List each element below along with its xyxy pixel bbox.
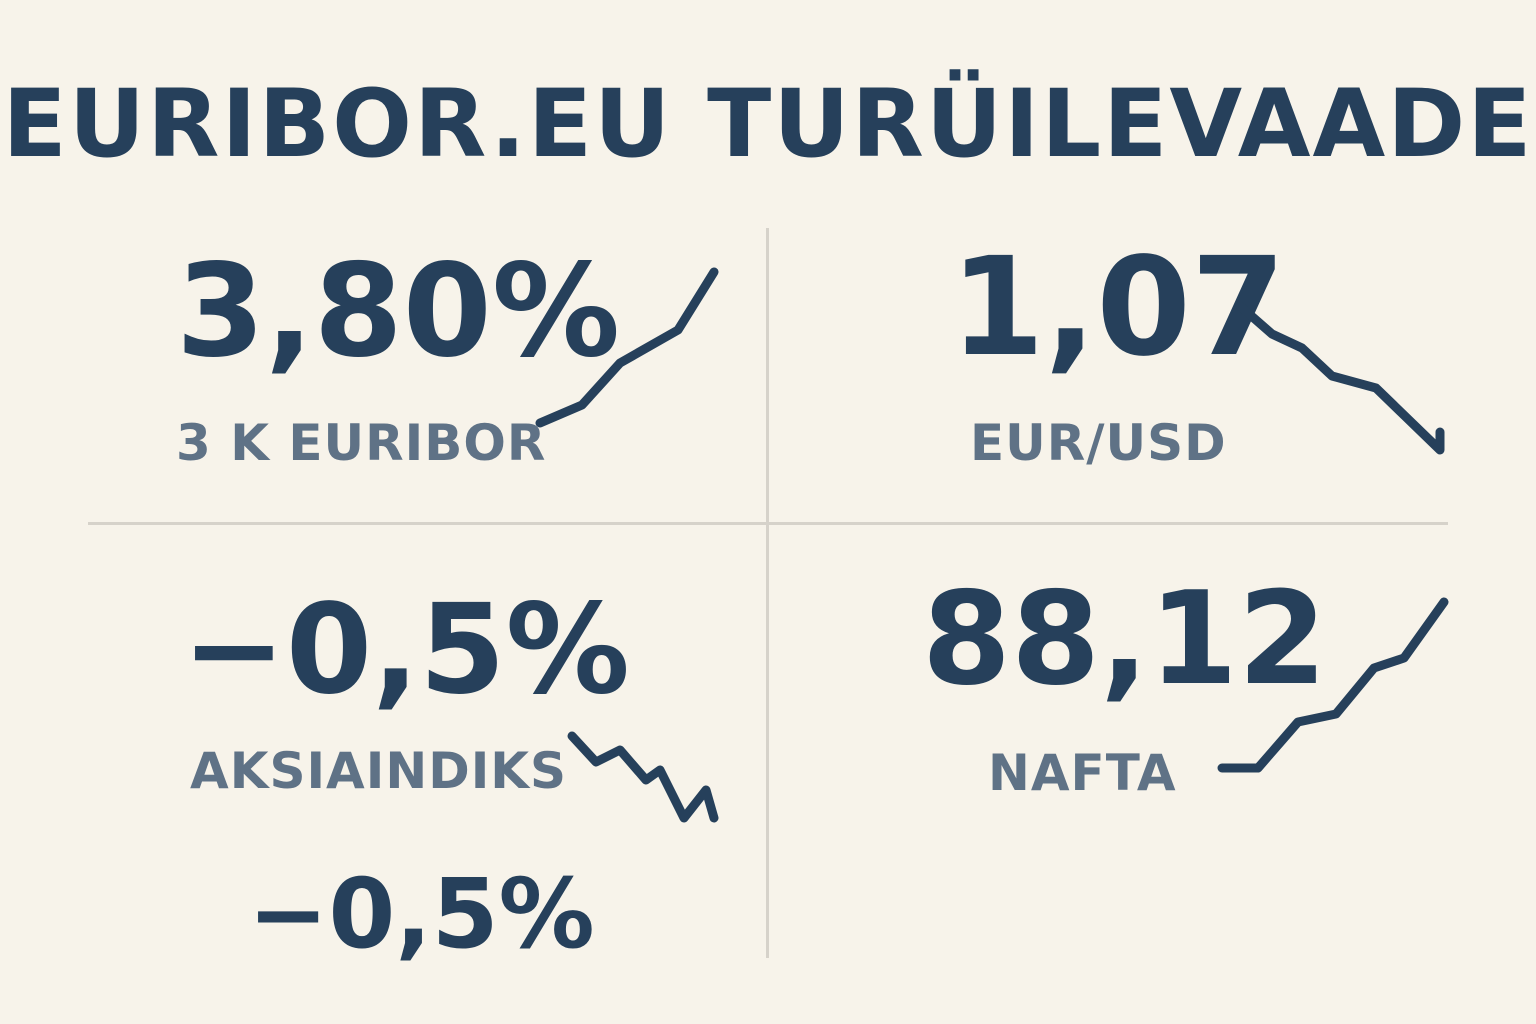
horizontal-divider — [88, 522, 1448, 525]
stock-index-label: AKSIAINDIKS — [190, 742, 568, 800]
euribor-value: 3,80% — [176, 237, 621, 386]
eurusd-label: EUR/USD — [970, 414, 1227, 472]
oil-label: NAFTA — [988, 744, 1177, 802]
euribor-label: 3 K EURIBOR — [176, 414, 547, 472]
stock-index-extra-value: −0,5% — [248, 858, 595, 970]
page-title: EURIBOR.EU TURÜILEVAADE — [2, 70, 1534, 179]
vertical-divider — [766, 228, 769, 958]
oil-value: 88,12 — [922, 565, 1327, 714]
eurusd-value: 1,07 — [950, 229, 1286, 387]
stock-index-value: −0,5% — [182, 578, 630, 722]
